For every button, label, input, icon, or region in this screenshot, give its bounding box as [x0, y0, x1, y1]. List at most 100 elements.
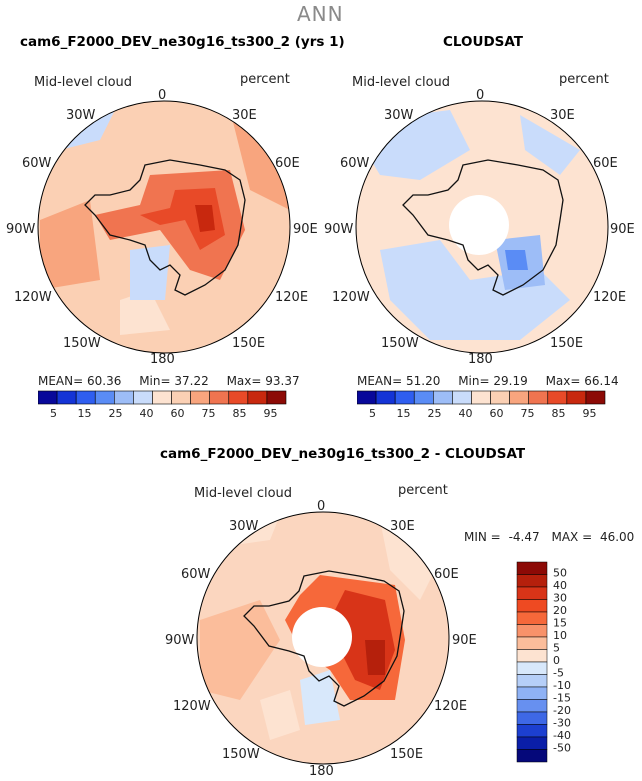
panel1-mean-value: 60.36 — [87, 374, 122, 388]
panel1-colorbar-label: 95 — [264, 407, 278, 420]
panel2-lon-label: 180 — [468, 352, 493, 367]
figure-suptitle: ANN — [297, 2, 344, 26]
panel3-colorbar-label: 20 — [553, 604, 567, 617]
panel1-lowcloud-patch — [130, 245, 170, 300]
panel2-colorbar-label: 60 — [490, 407, 504, 420]
panel2-lowcloud-patch — [520, 115, 580, 175]
panel1-patch — [40, 200, 100, 290]
panel3-coastline — [243, 570, 405, 707]
panel1-map-boundary — [37, 100, 291, 354]
panel1-lon-label: 30W — [66, 108, 96, 123]
panel3-map-boundary — [196, 511, 450, 765]
panel3-colorbar-swatch — [516, 674, 548, 688]
panel2-colorbar-label: 5 — [369, 407, 376, 420]
panel2-stats: MEAN= 51.20 Min= 29.19 Max= 66.14 — [357, 374, 619, 388]
panel2-lowcloud-patch — [380, 240, 570, 340]
panel3-colorbar-swatch — [516, 586, 548, 600]
panel2-lon-label: 120E — [593, 290, 627, 305]
panel3-colorbar-swatch — [516, 649, 548, 663]
panel3-colorbar-label: 0 — [553, 654, 560, 667]
panel2-colorbar-swatch — [585, 390, 606, 405]
panel2-variable-label: Mid-level cloud — [352, 75, 451, 90]
panel3-lon-label: 120E — [434, 699, 468, 714]
panel3-min-label: MIN = — [464, 530, 501, 544]
panel2-mean-label: MEAN= — [357, 374, 403, 388]
panel3-colorbar-label: -20 — [553, 704, 571, 717]
panel3-colorbar-swatch — [516, 711, 548, 725]
panel2-lon-label: 120W — [332, 290, 370, 305]
panel3-variable-label: Mid-level cloud — [194, 486, 293, 501]
panel2-colorbar-label: 40 — [459, 407, 473, 420]
panel1-colorbar: 5 15 25 40 60 75 85 95 — [38, 390, 287, 420]
panel3-colorbar-swatch — [516, 686, 548, 700]
panel3-colorbar-label: -10 — [553, 679, 571, 692]
panel2-lowcloud-patch — [505, 250, 528, 270]
panel2-map-boundary — [355, 100, 609, 354]
panel2-title: CLOUDSAT — [443, 34, 524, 50]
panel1-lon-label: 60W — [22, 156, 52, 171]
panel1-max-label: Max= — [226, 374, 262, 388]
panel2-lon-label: 0 — [476, 88, 485, 103]
panel3-colorbar-label: -30 — [553, 717, 571, 730]
panel1-coastline — [84, 159, 246, 296]
panel3-patch — [200, 600, 280, 700]
panel1-mean-label: MEAN= — [38, 374, 84, 388]
panel1-colorbar-label: 15 — [78, 407, 92, 420]
panel3-colorbar-swatch — [516, 724, 548, 738]
panel3-lon-label: 120W — [173, 699, 211, 714]
panel2-colorbar-label: 75 — [521, 407, 535, 420]
panel2-units-label: percent — [559, 72, 609, 87]
panel3-colorbar-swatch — [516, 624, 548, 638]
panel2-max-value: 66.14 — [584, 374, 619, 388]
panel3-colorbar-swatch — [516, 749, 548, 763]
panel3-colorbar-label: 5 — [553, 642, 560, 655]
panel3-lon-label: 90W — [165, 633, 195, 648]
panel3-colorbar-swatch — [516, 574, 548, 588]
panel3-lowcloud-patch — [300, 670, 340, 725]
panel3-lon-label: 180 — [309, 764, 334, 779]
panel3-colorbar-label: -50 — [553, 742, 571, 755]
panel3-colorbar-label: 15 — [553, 617, 567, 630]
panel1-highcloud-patch — [195, 205, 215, 232]
panel2-coastline — [402, 159, 564, 296]
panel2-pole-hole — [449, 195, 509, 255]
panel3-highdiff-patch — [365, 640, 385, 675]
panel3-colorbar-label: -5 — [553, 667, 564, 680]
panel1-colorbar-label: 25 — [109, 407, 123, 420]
panel3-lon-label: 150W — [222, 747, 260, 762]
panel1-stats: MEAN= 60.36 Min= 37.22 Max= 93.37 — [38, 374, 300, 388]
panel3-colorbar-swatch — [516, 736, 548, 750]
panel3-colorbar-label: 40 — [553, 579, 567, 592]
panel1-lon-label: 30E — [232, 108, 257, 123]
panel3-min-value: -4.47 — [508, 530, 540, 544]
panel2-colorbar-label: 25 — [428, 407, 442, 420]
panel1-lon-label: 150E — [232, 336, 266, 351]
panel1-min-value: 37.22 — [174, 374, 209, 388]
panel3-lon-label: 30W — [229, 519, 259, 534]
panel3-colorbar-label: 50 — [553, 567, 567, 580]
panel1-colorbar-label: 40 — [140, 407, 154, 420]
panel3-colorbar-swatch — [516, 699, 548, 713]
panel3-patch — [380, 520, 440, 600]
panel1-max-value: 93.37 — [265, 374, 300, 388]
panel2-min-label: Min= — [458, 374, 490, 388]
panel3-lon-label: 60W — [181, 567, 211, 582]
panel2-lon-label: 150E — [550, 336, 584, 351]
panel2-lon-label: 60W — [340, 156, 370, 171]
panel2-max-label: Max= — [545, 374, 581, 388]
panel3-colorbar-swatch — [516, 636, 548, 650]
panel3-colorbar-label: 10 — [553, 629, 567, 642]
panel1-lon-label: 180 — [150, 352, 175, 367]
panel3-patch — [260, 690, 300, 740]
panel3-lon-label: 90E — [452, 633, 477, 648]
panel1-patch — [230, 110, 290, 210]
panel1-title: cam6_F2000_DEV_ne30g16_ts300_2 (yrs 1) — [20, 34, 345, 50]
panel1-patch — [120, 290, 170, 335]
panel2-lon-label: 150W — [381, 336, 419, 351]
panel1-colorbar-label: 60 — [171, 407, 185, 420]
panel2-lon-label: 60E — [593, 156, 618, 171]
